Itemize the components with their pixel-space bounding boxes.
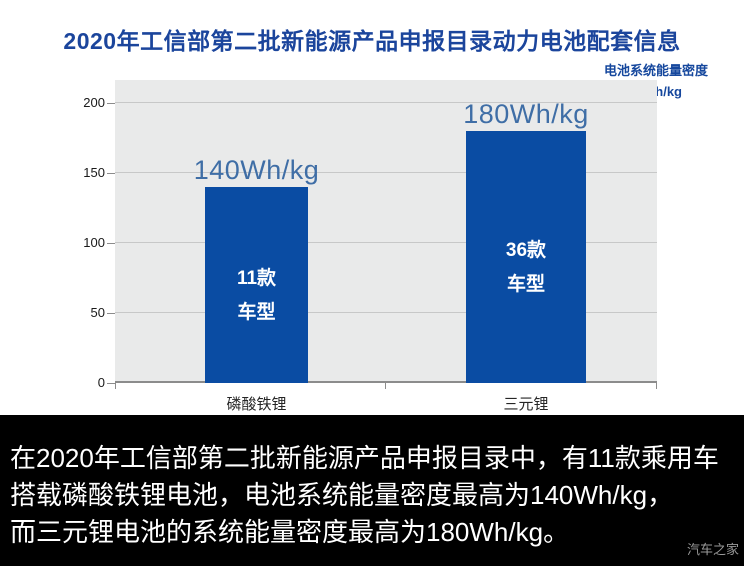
category-label-lfp: 磷酸铁锂 — [226, 396, 287, 413]
caption-line-3: 而三元锂电池的系统能量密度最高为180Wh/kg。 — [10, 517, 570, 547]
bar-inner-line: 36款 — [505, 240, 547, 261]
gridline-150 — [115, 172, 657, 173]
bar-column-ncm: 180Wh/kg 36款 车型 — [463, 99, 589, 383]
ytick-mark — [107, 103, 115, 104]
bar-ncm: 36款 车型 — [466, 131, 586, 383]
gridline-100 — [115, 242, 657, 243]
ytick-0: 0 — [97, 375, 105, 390]
ytick-mark — [107, 313, 115, 314]
bar-column-lfp: 140Wh/kg 11款 车型 — [194, 155, 319, 383]
caption-panel: 在2020年工信部第二批新能源产品申报目录中，有11款乘用车 搭载磷酸铁锂电池，… — [0, 415, 744, 566]
bar-inner-line: 11款 — [236, 268, 277, 289]
caption-line-2: 搭载磷酸铁锂电池，电池系统能量密度最高为140Wh/kg， — [10, 480, 674, 510]
x-axis-line — [115, 381, 657, 383]
ytick-50: 50 — [90, 305, 105, 320]
bar-inner-line: 车型 — [237, 302, 276, 323]
xtick-mark — [115, 383, 116, 389]
chart-title: 2020年工信部第二批新能源产品申报目录动力电池配套信息 — [63, 28, 681, 54]
gridline-200 — [115, 102, 657, 103]
bar-inner-label-lfp: 11款 车型 — [237, 262, 276, 330]
ytick-mark — [107, 383, 115, 384]
bar-value-label-lfp: 140Wh/kg — [193, 155, 320, 185]
ytick-200: 200 — [83, 95, 105, 110]
gridline-50 — [115, 312, 657, 313]
legend-series-label: 电池系统能量密度 — [604, 63, 709, 78]
bar-inner-label-ncm: 36款 车型 — [506, 234, 546, 302]
xtick-mark — [656, 383, 657, 389]
bar-inner-line: 车型 — [506, 274, 545, 295]
caption-line-1: 在2020年工信部第二批新能源产品申报目录中，有11款乘用车 — [10, 443, 719, 473]
bar-value-label-ncm: 180Wh/kg — [463, 99, 589, 129]
xtick-mark — [385, 383, 386, 389]
ytick-100: 100 — [83, 235, 105, 250]
ytick-mark — [107, 173, 115, 174]
bar-lfp: 11款 车型 — [205, 187, 308, 383]
ytick-150: 150 — [83, 165, 105, 180]
category-label-ncm: 三元锂 — [503, 396, 549, 413]
ytick-mark — [107, 243, 115, 244]
watermark-autohome: 汽车之家 — [686, 542, 739, 557]
